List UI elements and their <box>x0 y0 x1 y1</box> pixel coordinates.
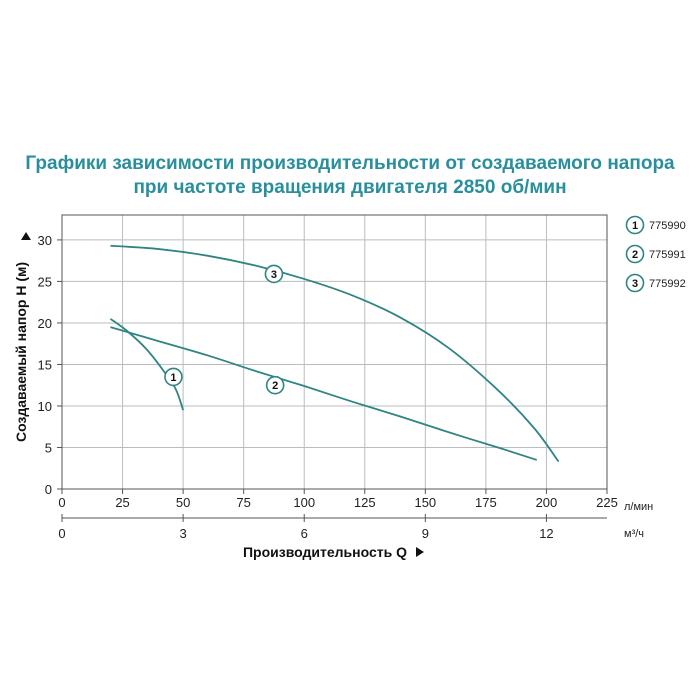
y-axis-ticks: 0 5 10 15 20 25 30 <box>38 233 62 497</box>
curve-marker-label: 3 <box>271 269 277 281</box>
x-tick-label: 150 <box>414 495 436 510</box>
plot-frame <box>61 214 608 490</box>
curve-marker-label: 1 <box>170 372 176 384</box>
curves <box>109 244 560 463</box>
x-tick-label: 0 <box>58 495 65 510</box>
x2-tick-label: 3 <box>179 526 186 541</box>
curve-775990 <box>109 318 184 411</box>
y-tick-label: 0 <box>45 482 52 497</box>
y-tick-label: 25 <box>38 274 52 289</box>
y-tick-label: 5 <box>45 440 52 455</box>
x-tick-label: 200 <box>536 495 558 510</box>
x-tick-label: 225 <box>596 495 618 510</box>
y-tick-label: 10 <box>38 399 52 414</box>
legend-marker <box>625 244 645 264</box>
y-tick-label: 20 <box>38 316 52 331</box>
y-axis-label: Создаваемый напор Н (м) <box>13 262 29 442</box>
legend: 1 775990 2 775991 3 775992 <box>625 215 686 293</box>
x2-tick-label: 9 <box>422 526 429 541</box>
x-tick-label: 125 <box>354 495 376 510</box>
chart-title-line2: при частоте вращения двигателя 2850 об/м… <box>133 177 567 198</box>
curve-marker-3 <box>264 264 284 284</box>
legend-marker-label: 1 <box>632 220 638 232</box>
x2-tick-label: 6 <box>301 526 308 541</box>
chart-title-line1: Графики зависимости производительности о… <box>25 153 675 174</box>
x2-tick-label: 0 <box>58 526 65 541</box>
x2-axis-unit: м³/ч <box>624 528 644 540</box>
y-tick-label: 15 <box>38 357 52 372</box>
curve-marker-label: 2 <box>272 380 278 392</box>
x-axis-arrow-icon <box>416 547 424 557</box>
curve-marker-2 <box>265 375 285 395</box>
x-axis-unit: л/мин <box>624 501 653 513</box>
x-tick-label: 175 <box>475 495 497 510</box>
curve-775992 <box>110 244 560 463</box>
legend-marker-label: 2 <box>632 249 638 261</box>
legend-marker-label: 3 <box>632 278 638 290</box>
legend-label: 775990 <box>649 220 686 232</box>
x-tick-label: 25 <box>115 495 129 510</box>
legend-label: 775991 <box>649 249 686 261</box>
x-tick-label: 50 <box>176 495 190 510</box>
curve-marker-1 <box>164 367 183 387</box>
grid <box>62 215 607 489</box>
legend-label: 775992 <box>649 278 686 290</box>
curve-markers: 1 2 3 <box>164 264 285 395</box>
legend-marker <box>625 273 645 293</box>
x-axis-label: Производительность Q <box>243 544 407 560</box>
y-axis-arrow-icon <box>21 232 31 240</box>
legend-marker <box>625 215 645 235</box>
curve-775991 <box>110 326 538 461</box>
secondary-x-axis: 0 3 6 9 12 <box>58 514 607 541</box>
y-tick-label: 30 <box>38 233 52 248</box>
x2-tick-label: 12 <box>539 526 553 541</box>
x-tick-label: 100 <box>293 495 315 510</box>
x-tick-label: 75 <box>236 495 250 510</box>
x-axis-ticks: 0 25 50 75 100 125 150 175 200 225 <box>58 489 618 510</box>
